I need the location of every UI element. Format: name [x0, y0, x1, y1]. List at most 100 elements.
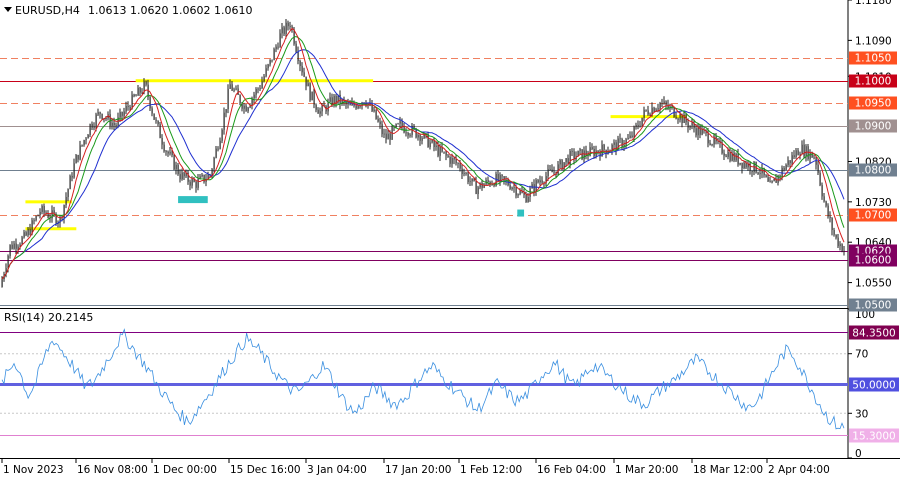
candle-body: [469, 181, 471, 183]
candle-body: [293, 29, 295, 44]
candle-body: [53, 210, 55, 214]
candle-body: [247, 107, 249, 112]
time-tick-label: 1 Mar 20:00: [615, 464, 678, 476]
rsi-level-box: [849, 428, 899, 443]
candle-body: [31, 220, 33, 235]
candle-body: [405, 132, 407, 134]
candle-body: [91, 124, 93, 128]
candle-body: [523, 192, 525, 195]
candle-body: [517, 194, 519, 196]
candle-body: [349, 103, 351, 106]
candle-body: [229, 84, 231, 89]
candle-body: [831, 218, 833, 231]
candle-body: [167, 151, 169, 154]
candle-body: [713, 136, 715, 145]
candle-body: [737, 153, 739, 165]
candle-body: [77, 154, 79, 160]
candle-body: [155, 119, 157, 121]
time-tick-label: 18 Mar 12:00: [693, 464, 763, 476]
candle-body: [159, 124, 161, 139]
candle-body: [273, 49, 275, 61]
candle-body: [521, 190, 523, 193]
candle-body: [143, 81, 145, 93]
candle-body: [479, 182, 481, 188]
candle-body: [663, 101, 665, 104]
price-level-label: 1.0950: [855, 98, 892, 110]
candle-body: [531, 184, 533, 189]
candle-body: [297, 51, 299, 61]
candle-body: [527, 196, 529, 203]
candle-body: [231, 84, 233, 91]
candle-body: [795, 150, 797, 157]
rsi-levels: [0, 332, 848, 436]
ma-fast-line: [1, 27, 845, 280]
candle-body: [791, 155, 793, 163]
candle-body: [69, 175, 71, 190]
price-level-label: 1.0500: [855, 300, 892, 312]
price-level-box: [849, 96, 897, 110]
candle-body: [133, 94, 135, 97]
candle-body: [779, 175, 781, 177]
candle-body: [281, 27, 283, 34]
candle-body: [121, 111, 123, 116]
rsi-tick-label: 100: [855, 309, 875, 321]
candle-body: [389, 133, 391, 140]
candle-body: [525, 194, 527, 203]
price-tick-label: 1.0550: [855, 278, 892, 290]
candle-body: [387, 133, 389, 140]
candle-body: [379, 121, 381, 125]
candle-body: [191, 179, 193, 186]
candle-body: [649, 114, 651, 116]
candle-body: [327, 101, 329, 112]
candle-body: [223, 112, 225, 130]
candle-body: [163, 144, 165, 152]
candle-body: [377, 119, 379, 122]
candle-body: [335, 95, 337, 103]
candle-body: [285, 22, 287, 34]
price-tick-label: 1.1180: [855, 0, 892, 7]
candle-body: [37, 215, 39, 217]
price-zone: [25, 227, 77, 231]
candle-body: [265, 68, 267, 77]
candle-body: [257, 88, 259, 90]
candle-body: [115, 125, 117, 126]
candle-body: [303, 72, 305, 77]
candle-body: [189, 181, 191, 186]
candle-body: [259, 88, 261, 90]
candle-body: [383, 133, 385, 135]
candle-body: [439, 147, 441, 156]
candle-body: [677, 118, 679, 120]
candle-body: [723, 153, 725, 156]
time-tick-label: 1 Feb 12:00: [460, 464, 522, 476]
ma-slow-line: [1, 49, 845, 280]
candle-body: [119, 111, 121, 118]
candle-body: [413, 125, 415, 129]
candle-body: [347, 103, 349, 105]
price-level-label: 1.1000: [855, 76, 892, 88]
candle-body: [19, 244, 21, 247]
candle-body: [185, 172, 187, 177]
candle-body: [93, 126, 95, 128]
rsi-level-box: [849, 325, 899, 340]
candle-body: [181, 172, 183, 180]
candle-body: [773, 178, 775, 182]
candle-body: [477, 187, 479, 195]
candle-body: [225, 109, 227, 113]
candle-body: [253, 94, 255, 99]
candle-body: [593, 149, 595, 157]
price-level-box: [849, 163, 897, 177]
candle-body: [665, 101, 667, 105]
candle-body: [591, 147, 593, 150]
dropdown-arrow-icon[interactable]: [4, 7, 12, 12]
candle-body: [629, 135, 631, 138]
candle-body: [333, 95, 335, 106]
candle-body: [85, 138, 87, 141]
candle-body: [741, 162, 743, 169]
candle-body: [725, 155, 727, 157]
price-level-box: [849, 119, 897, 133]
candle-body: [681, 114, 683, 124]
candle-body: [67, 189, 69, 198]
candle-body: [487, 180, 489, 183]
candle-body: [385, 133, 387, 140]
candle-body: [583, 150, 585, 160]
